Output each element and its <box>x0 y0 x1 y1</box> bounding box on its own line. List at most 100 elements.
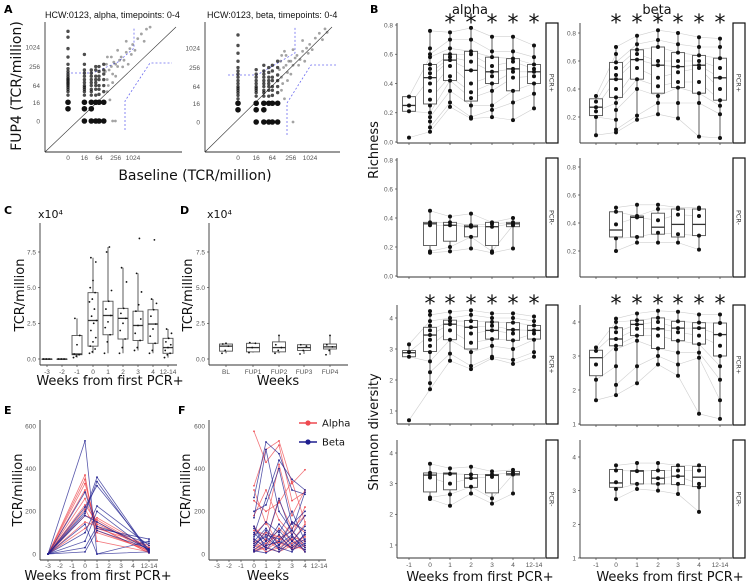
data-point <box>656 230 660 235</box>
data-point <box>277 349 280 352</box>
data-point <box>532 74 536 79</box>
data-point <box>469 246 473 251</box>
data-point <box>697 481 701 486</box>
subject-trajectory <box>449 106 472 119</box>
data-point <box>511 88 515 93</box>
subject-trajectory <box>677 493 700 513</box>
beta-data-point <box>291 529 293 532</box>
data-point <box>635 326 639 331</box>
data-point <box>331 345 334 348</box>
b-x-axis-title-alpha: Weeks from first PCR+ <box>406 570 553 584</box>
subject-trajectory <box>698 136 721 139</box>
data-point <box>614 330 618 335</box>
data-point <box>532 106 536 111</box>
data-point <box>532 81 536 86</box>
data-point <box>656 468 660 473</box>
data-point <box>635 481 639 486</box>
data-point <box>289 59 293 63</box>
x-tick-label: 12-14 <box>160 369 177 376</box>
subject-trajectory <box>470 39 493 52</box>
subject-trajectory <box>615 43 638 63</box>
data-point <box>448 58 452 63</box>
data-point <box>108 98 112 102</box>
beta-data-point <box>278 533 280 536</box>
data-point <box>635 461 639 466</box>
alpha-data-point <box>253 484 255 487</box>
data-point <box>718 56 722 61</box>
y-tick-label: 2 <box>572 387 576 394</box>
data-point <box>262 94 266 98</box>
subject-trajectory <box>636 208 659 217</box>
data-point <box>124 317 127 320</box>
c-scale-label: x10⁴ <box>38 208 64 221</box>
data-point <box>428 337 432 342</box>
data-point <box>469 464 473 469</box>
data-point <box>270 75 275 79</box>
data-point <box>235 100 241 107</box>
data-point <box>236 93 240 98</box>
data-point <box>594 362 598 367</box>
y-tick-label: 0.0 <box>27 356 36 363</box>
data-point <box>105 308 107 310</box>
beta-data-point <box>84 550 86 553</box>
y-tick-label: 2 <box>389 377 393 384</box>
data-point <box>448 328 452 333</box>
subject-trajectory <box>636 29 659 37</box>
subject-trajectory <box>449 248 472 252</box>
y-tick-label: 16 <box>33 100 41 107</box>
beta-data-point <box>253 525 255 528</box>
data-point <box>163 356 166 359</box>
data-point <box>299 343 302 346</box>
data-point <box>614 468 618 473</box>
beta-data-point <box>96 553 98 555</box>
subject-trajectory <box>429 102 451 128</box>
data-point <box>614 130 618 135</box>
data-point <box>275 90 280 95</box>
data-point <box>303 59 307 63</box>
subject-trajectory <box>615 340 638 350</box>
beta-data-point <box>265 497 267 500</box>
data-point <box>428 125 432 130</box>
subject-trajectory <box>470 493 493 504</box>
data-point <box>614 205 618 210</box>
subject-trajectory <box>595 321 617 348</box>
y-tick-label: 0.6 <box>384 52 393 59</box>
data-point <box>676 350 680 355</box>
data-point <box>66 55 70 59</box>
alpha-data-point <box>304 506 306 508</box>
data-point <box>108 246 111 248</box>
data-point <box>82 52 87 57</box>
y-tick-label: 0 <box>36 119 40 126</box>
data-point <box>97 87 101 92</box>
data-point <box>89 87 94 92</box>
beta-data-point <box>265 529 267 532</box>
data-point <box>614 101 618 105</box>
x-tick-label: 64 <box>95 155 103 162</box>
significance-star: * <box>466 292 477 317</box>
x-tick-label: 0 <box>236 155 240 162</box>
data-point <box>122 307 125 310</box>
alpha-data-point <box>84 478 86 481</box>
x-tick-label: -3 <box>45 563 51 570</box>
subject-trajectory <box>491 248 514 254</box>
data-point <box>697 411 701 416</box>
beta-data-point <box>253 546 255 549</box>
beta-series-line <box>47 510 150 555</box>
beta-data-point <box>278 531 280 534</box>
data-point <box>65 99 71 106</box>
y-tick-label: 400 <box>194 466 205 473</box>
data-point <box>614 497 618 502</box>
alpha-data-point <box>304 468 306 471</box>
data-point <box>614 382 618 387</box>
x-tick-label: 1024 <box>126 155 141 162</box>
data-point <box>66 69 70 74</box>
beta-data-point <box>278 550 280 553</box>
data-point <box>448 503 452 508</box>
subject-trajectory <box>470 248 493 254</box>
x-tick-label: 2 <box>656 562 660 569</box>
data-point <box>614 316 618 321</box>
subject-trajectory <box>636 488 659 491</box>
data-point <box>253 100 259 107</box>
beta-data-point <box>278 523 280 526</box>
